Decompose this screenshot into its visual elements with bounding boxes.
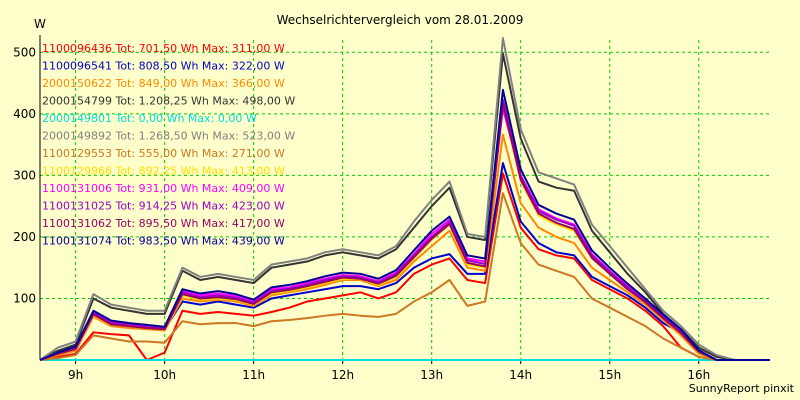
legend-entry: 1100131025 Tot: 914,25 Wh Max: 423,00 W bbox=[42, 200, 285, 213]
legend-entry: 2000154799 Tot: 1.208,25 Wh Max: 498,00 … bbox=[42, 95, 295, 108]
series-line bbox=[39, 172, 770, 361]
y-axis-unit: W bbox=[34, 17, 46, 31]
x-tick-label: 14h bbox=[509, 368, 532, 382]
y-tick-label: 200 bbox=[13, 230, 36, 244]
y-tick-label: 300 bbox=[13, 168, 36, 182]
series-line bbox=[39, 102, 770, 361]
legend-entry: 1100131074 Tot: 983,50 Wh Max: 439,00 W bbox=[42, 235, 285, 248]
series-lines bbox=[39, 37, 770, 361]
legend: 1100096436 Tot: 701,50 Wh Max: 311,00 W 1… bbox=[42, 42, 295, 248]
x-tick-label: 16h bbox=[687, 368, 710, 382]
legend-entry: 1100096436 Tot: 701,50 Wh Max: 311,00 W bbox=[42, 42, 285, 55]
y-tick-label: 500 bbox=[13, 45, 36, 59]
legend-entry: 1100129966 Tot: 892,25 Wh Max: 413,00 W bbox=[42, 165, 285, 178]
legend-entry: 2000150622 Tot: 849,00 Wh Max: 366,00 W bbox=[42, 77, 285, 90]
chart-title: Wechselrichtervergleich vom 28.01.2009 bbox=[277, 13, 524, 27]
x-tick-label: 12h bbox=[331, 368, 354, 382]
y-tick-label: 100 bbox=[13, 291, 36, 305]
series-line bbox=[39, 192, 770, 361]
x-tick-label: 11h bbox=[242, 368, 265, 382]
series-line bbox=[39, 52, 770, 361]
series-line bbox=[39, 133, 770, 361]
legend-entry: 1100131062 Tot: 895,50 Wh Max: 417,00 W bbox=[42, 217, 285, 230]
series-line bbox=[39, 37, 770, 361]
x-tick-label: 10h bbox=[153, 368, 176, 382]
legend-entry: 1100131006 Tot: 931,00 Wh Max: 409,00 W bbox=[42, 182, 285, 195]
x-tick-label: 15h bbox=[598, 368, 621, 382]
legend-entry: 2000149801 Tot: 0,00 Wh Max: 0,00 W bbox=[42, 112, 257, 125]
legend-entry: 2000149892 Tot: 1.268,50 Wh Max: 523,00 … bbox=[42, 130, 295, 143]
y-tick-label: 400 bbox=[13, 107, 36, 121]
x-tick-label: 9h bbox=[68, 368, 83, 382]
series-line bbox=[39, 88, 770, 361]
footer-credit: SunnyReport pinxit bbox=[689, 382, 795, 395]
legend-entry: 1100129553 Tot: 555,00 Wh Max: 271,00 W bbox=[42, 147, 285, 160]
x-tick-label: 13h bbox=[420, 368, 443, 382]
legend-entry: 1100096541 Tot: 808,50 Wh Max: 322,00 W bbox=[42, 60, 285, 73]
